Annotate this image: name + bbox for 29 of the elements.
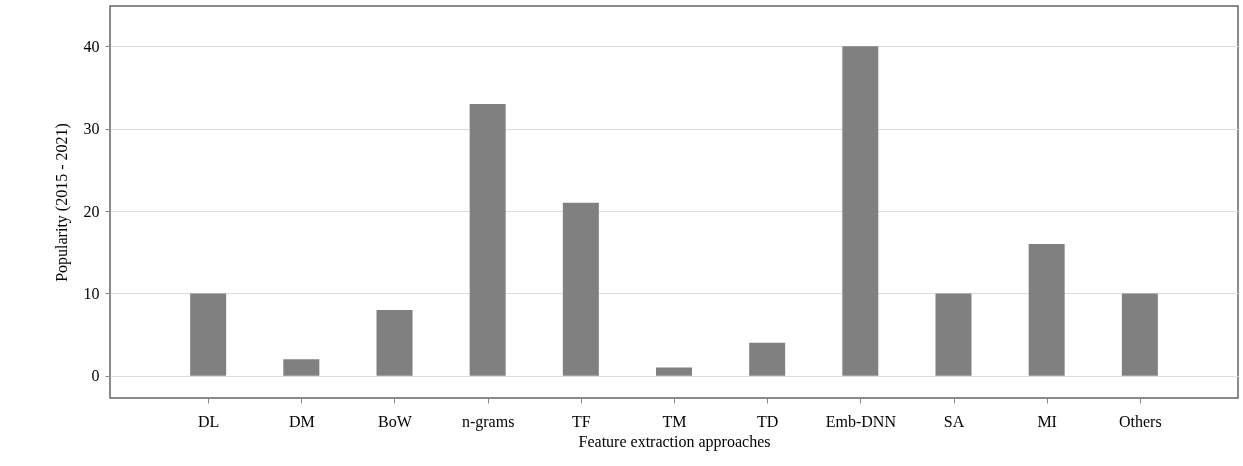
bar <box>562 202 599 376</box>
x-tick-label: TD <box>757 412 779 430</box>
x-axis-title: Feature extraction approaches <box>578 432 771 451</box>
y-tick-label: 0 <box>91 367 100 385</box>
x-tick-label: TM <box>662 412 687 430</box>
x-tick-label: TF <box>572 412 591 430</box>
y-axis-title: Popularity (2015 - 2021) <box>52 123 71 282</box>
bar <box>1121 293 1158 376</box>
bar <box>749 342 786 376</box>
bar <box>190 293 227 376</box>
x-tick-label: SA <box>943 412 965 430</box>
x-tick-label: MI <box>1037 412 1057 430</box>
bar <box>469 104 506 376</box>
x-tick-label: n-grams <box>461 412 515 431</box>
y-tick-label: 20 <box>83 202 100 220</box>
x-tick-label: DM <box>288 412 315 430</box>
x-tick-label: DL <box>198 412 220 430</box>
bar <box>656 367 692 376</box>
y-tick-label: 10 <box>83 284 100 302</box>
x-tick-label: Others <box>1119 412 1162 430</box>
bar <box>1028 244 1065 376</box>
y-tick-label: 30 <box>83 120 100 138</box>
x-tick-label: Emb-DNN <box>825 412 897 430</box>
x-tick-label: BoW <box>378 412 413 430</box>
y-tick-label: 40 <box>83 37 100 55</box>
bar <box>376 309 413 376</box>
bar <box>935 293 972 376</box>
bar <box>842 46 879 376</box>
bar <box>283 359 320 376</box>
